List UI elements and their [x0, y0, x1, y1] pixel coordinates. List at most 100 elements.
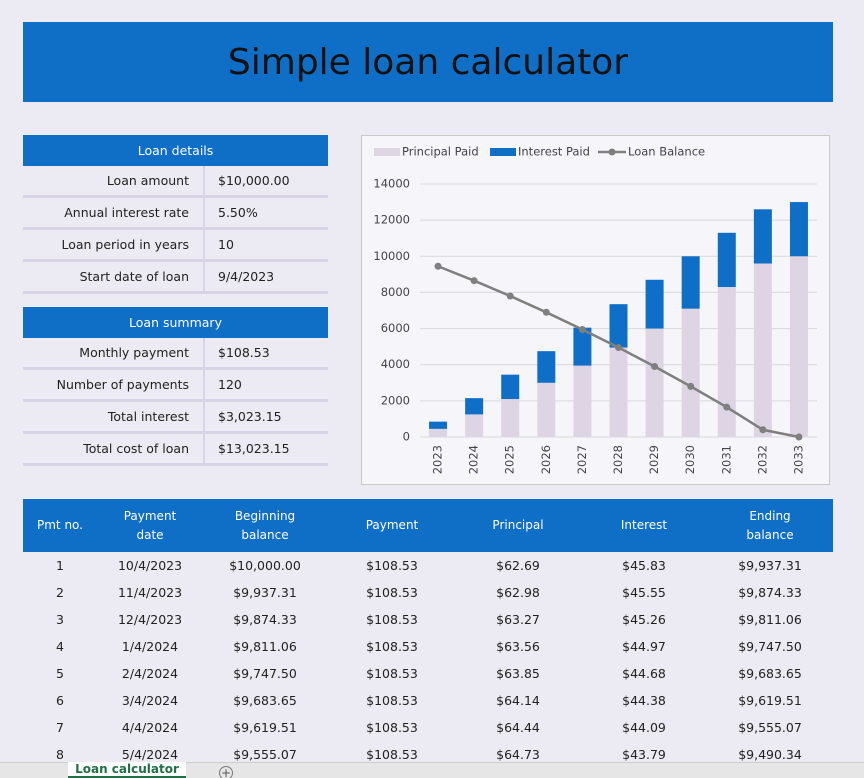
- bar: [573, 327, 592, 366]
- column-header: Ending balance: [746, 508, 794, 542]
- column-header: Pmt no.: [37, 518, 83, 532]
- balance-marker: [795, 433, 803, 441]
- balance-marker: [687, 382, 695, 390]
- add-sheet-button[interactable]: +: [219, 766, 233, 778]
- field-value: $13,023.15: [218, 441, 290, 456]
- table-cell: 6: [56, 693, 64, 708]
- x-tick-label: 2023: [431, 445, 445, 474]
- bar: [609, 347, 628, 437]
- table-cell: $9,683.65: [738, 666, 802, 681]
- legend-label: Loan Balance: [628, 145, 705, 159]
- bar: [537, 351, 556, 383]
- x-tick-label: 2027: [575, 445, 589, 474]
- table-cell: $9,619.51: [233, 720, 297, 735]
- column-header: Interest: [620, 518, 668, 532]
- field-label: Total interest: [107, 409, 189, 424]
- table-cell: $9,811.06: [233, 639, 297, 654]
- table-cell: $9,874.33: [738, 585, 802, 600]
- table-header-band: [23, 499, 833, 552]
- row-divider: [203, 338, 205, 367]
- bar: [717, 232, 736, 288]
- table-cell: $9,937.31: [738, 558, 802, 573]
- table-cell: 7: [56, 720, 64, 735]
- x-tick-label: 2028: [611, 445, 625, 474]
- table-cell: $10,000.00: [229, 558, 301, 573]
- field-label: Start date of loan: [79, 269, 189, 284]
- field-value: 120: [218, 377, 242, 392]
- title-banner: Simple loan calculator: [23, 22, 833, 102]
- y-tick-label: 10000: [373, 249, 410, 263]
- table-cell: $9,490.34: [738, 747, 802, 762]
- table-cell: 5: [56, 666, 64, 681]
- bar: [429, 421, 448, 429]
- legend-label: Interest Paid: [518, 145, 590, 159]
- table-cell: 1/4/2024: [121, 639, 179, 654]
- table-cell: $45.83: [622, 558, 666, 573]
- row-border: [23, 259, 328, 262]
- bar: [681, 256, 700, 309]
- table-cell: 4: [56, 639, 64, 654]
- bar: [465, 414, 484, 437]
- legend-swatch: [608, 148, 616, 156]
- field-label: Annual interest rate: [64, 205, 189, 220]
- field-label: Number of payments: [56, 377, 189, 392]
- table-cell: $64.73: [496, 747, 540, 762]
- balance-marker: [506, 292, 514, 300]
- row-divider: [203, 370, 205, 399]
- row-border: [23, 431, 328, 434]
- table-cell: $108.53: [366, 639, 418, 654]
- balance-marker: [542, 308, 550, 316]
- sheet-tab[interactable]: Loan calculator: [68, 762, 186, 778]
- chart: 0 2000 4000 6000 8000 10000 12000 14000 2023 2024…: [361, 135, 830, 485]
- field-label: Loan period in years: [61, 237, 189, 252]
- field-value: 9/4/2023: [218, 269, 275, 284]
- row-border: [23, 227, 328, 230]
- x-tick-label: 2033: [791, 445, 805, 474]
- x-tick-label: 2024: [467, 445, 481, 474]
- row-border: [23, 463, 328, 466]
- y-tick-label: 0: [403, 430, 410, 444]
- balance-marker: [615, 344, 622, 352]
- field-value: $3,023.15: [218, 409, 282, 424]
- table-cell: $43.79: [622, 747, 666, 762]
- table-cell: $9,555.07: [738, 720, 802, 735]
- legend-swatch: [490, 148, 516, 156]
- table-cell: 12/4/2023: [117, 612, 183, 627]
- legend-label: Principal Paid: [402, 145, 479, 159]
- x-tick-label: 2026: [539, 445, 553, 474]
- table-cell: $64.44: [496, 720, 540, 735]
- table-cell: $9,683.65: [233, 693, 297, 708]
- y-tick-label: 2000: [381, 393, 410, 407]
- column-header: Beginning balance: [234, 508, 296, 542]
- table-cell: $63.56: [496, 639, 540, 654]
- field-value: 10: [218, 237, 234, 252]
- field-value: $108.53: [218, 345, 270, 360]
- y-tick-label: 4000: [381, 357, 410, 371]
- y-tick-label: 6000: [381, 321, 410, 335]
- bar: [753, 263, 772, 437]
- table-cell: $9,811.06: [738, 612, 802, 627]
- row-divider: [203, 166, 205, 195]
- field-label: Total cost of loan: [83, 441, 189, 456]
- balance-marker: [759, 426, 767, 434]
- table-cell: 10/4/2023: [117, 558, 183, 573]
- balance-marker: [578, 325, 586, 333]
- row-divider: [203, 402, 205, 431]
- table-cell: $108.53: [366, 666, 418, 681]
- table-cell: $108.53: [366, 720, 418, 735]
- x-tick-label: 2030: [683, 445, 697, 474]
- balance-marker: [723, 403, 731, 411]
- sheet-tab-bar: [0, 762, 864, 778]
- table-cell: $44.97: [622, 639, 666, 654]
- x-tick-label: 2032: [755, 445, 769, 474]
- field-value: 5.50%: [218, 205, 258, 220]
- panel-header: Loan summary: [23, 307, 328, 338]
- title: Simple loan calculator: [227, 41, 629, 83]
- row-divider: [203, 434, 205, 463]
- bar: [429, 428, 448, 437]
- bar: [717, 287, 736, 437]
- table-cell: $9,555.07: [233, 747, 297, 762]
- table-cell: $108.53: [366, 747, 418, 762]
- bar: [465, 398, 484, 415]
- balance-marker: [651, 363, 659, 371]
